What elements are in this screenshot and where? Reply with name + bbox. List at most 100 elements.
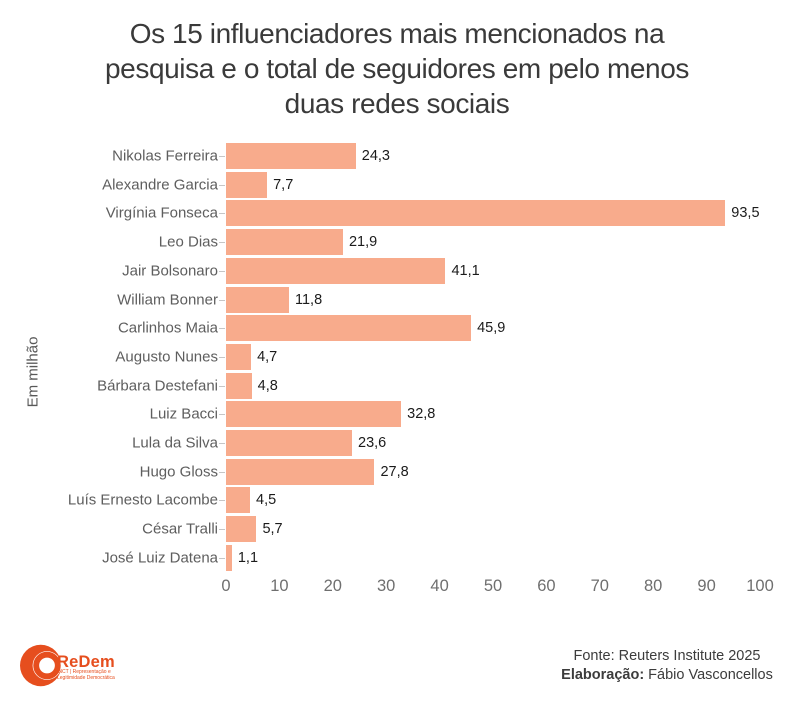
value-label: 93,5 [731,205,760,222]
x-axis-tick-label: 20 [323,577,342,595]
y-axis-tick [219,213,225,215]
category-label: Jair Bolsonaro [122,262,218,280]
bar [226,343,252,370]
x-axis-tick-label: 30 [377,577,396,595]
y-axis-tick [219,557,225,559]
chart-title-line-2: pesquisa e o total de seguidores em pelo… [105,53,689,84]
value-label: 45,9 [477,320,506,337]
bar [226,458,375,485]
y-axis-tick [219,299,225,301]
x-axis-tick-label: 60 [537,577,556,595]
chart-row: Luiz Bacci 32,8 [0,401,794,428]
category-label: Virgínia Fonseca [105,204,218,222]
source-note: Fonte: Reuters Institute 2025 Elaboração… [540,647,794,685]
value-label: 24,3 [361,148,390,164]
value-label: 4,7 [257,348,278,365]
category-label: Alexandre Garcia [102,176,218,194]
value-label: 32,8 [407,406,436,423]
value-label: 23,6 [358,435,387,451]
bar [226,257,446,284]
bar [226,315,472,342]
y-axis-tick [219,385,225,387]
chart-row: Augusto Nunes 4,7 [0,343,794,370]
redem-logo-tagline-line-2: Legitimidade Democrática [57,674,115,681]
category-label: César Tralli [142,520,218,538]
category-label: Luiz Bacci [149,405,218,423]
y-axis-tick [219,184,225,186]
redem-logo-tagline-line-1: INCT | Representação e [57,669,111,675]
chart-row: Nikolas Ferreira 24,3 [0,143,794,169]
value-label: 11,8 [295,291,323,308]
y-axis-tick [219,270,225,272]
x-axis-tick-label: 90 [697,577,716,595]
value-label: 4,8 [257,377,278,394]
y-axis-tick [219,471,225,473]
bar [226,401,402,428]
y-axis-tick [219,328,225,330]
x-axis-tick-label: 80 [644,577,663,595]
chart-row: Bárbara Destefani 4,8 [0,372,794,399]
bar [226,171,268,198]
bar [226,544,232,571]
chart-row: César Tralli 5,7 [0,516,794,543]
chart-row: Leo Dias 21,9 [0,229,794,256]
category-label: Leo Dias [158,233,218,251]
chart-title-line-1: Os 15 influenciadores mais mencionados n… [129,18,665,49]
value-label: 7,7 [273,176,294,193]
redem-logo: ReDem INCT | Representação e Legitimidad… [20,642,180,692]
elaboration-label: Elaboração: [561,667,645,683]
bar [226,200,726,227]
y-axis-tick [219,356,225,358]
bar [226,487,251,514]
chart-row: Alexandre Garcia 7,7 [0,171,794,198]
elaboration-value: Fábio Vasconcellos [644,667,773,683]
value-label: 1,1 [237,549,259,566]
bar [226,516,257,543]
y-axis-tick [219,414,225,416]
chart-row: Jair Bolsonaro 41,1 [0,257,794,284]
y-axis-tick [219,156,225,157]
bar [226,229,343,256]
category-label: William Bonner [117,291,218,308]
category-label: Augusto Nunes [115,348,218,366]
category-label: Bárbara Destefani [97,377,218,395]
redem-logo-tagline: INCT | Representação e Legitimidade Demo… [57,669,115,681]
chart-row: Lula da Silva 23,6 [0,430,794,456]
y-axis-tick [219,529,225,531]
x-axis-tick-label: 50 [483,577,503,595]
chart-title: Os 15 influenciadores mais mencionados n… [0,16,794,121]
category-label: Luís Ernesto Lacombe [67,491,218,509]
x-axis-tick-label: 40 [430,577,449,595]
chart-row: Hugo Gloss 27,8 [0,458,794,485]
elaboration-line: Elaboração: Fábio Vasconcellos [540,666,794,685]
value-label: 41,1 [451,262,480,279]
category-label: Carlinhos Maia [117,319,218,337]
bar [226,430,353,456]
x-axis-tick-label: 70 [590,577,609,595]
bar [226,286,289,313]
category-label: Nikolas Ferreira [112,147,218,165]
category-label: Hugo Gloss [139,463,218,481]
y-axis-tick [219,443,225,444]
x-axis-tick-label: 0 [221,577,231,595]
source-line: Fonte: Reuters Institute 2025 [573,648,761,664]
category-label: Lula da Silva [132,434,218,452]
redem-logo-icon [20,644,62,687]
chart-title-line-3: duas redes sociais [284,88,510,119]
x-axis-tick-label: 100 [746,577,774,595]
bar [226,143,356,169]
chart-row: William Bonner 11,8 [0,286,794,313]
redem-logo-name: ReDem [57,653,115,671]
y-axis-tick [219,500,225,502]
chart-row: Virgínia Fonseca 93,5 [0,200,794,227]
bar [226,372,252,399]
category-label: José Luiz Datena [102,549,218,567]
x-axis-tick-label: 10 [270,577,289,595]
value-label: 5,7 [262,521,283,538]
value-label: 27,8 [380,463,409,480]
chart-row: Luís Ernesto Lacombe 4,5 [0,487,794,514]
chart-row: Carlinhos Maia 45,9 [0,315,794,342]
value-label: 4,5 [256,492,277,509]
y-axis-tick [219,242,225,244]
